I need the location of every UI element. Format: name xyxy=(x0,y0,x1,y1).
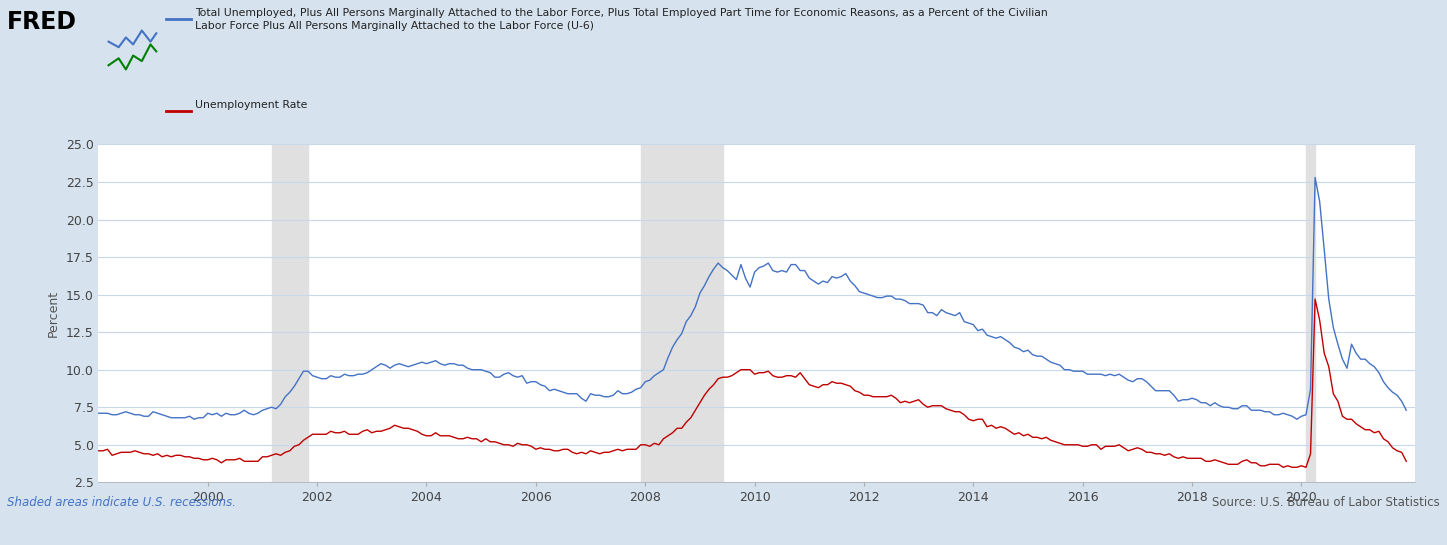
Text: Shaded areas indicate U.S. recessions.: Shaded areas indicate U.S. recessions. xyxy=(7,496,236,510)
Text: Unemployment Rate: Unemployment Rate xyxy=(195,100,308,110)
Text: Source: U.S. Bureau of Labor Statistics: Source: U.S. Bureau of Labor Statistics xyxy=(1213,496,1440,510)
Bar xyxy=(641,144,722,482)
Bar xyxy=(1307,144,1315,482)
Text: FRED: FRED xyxy=(7,10,77,34)
Bar xyxy=(272,144,308,482)
Y-axis label: Percent: Percent xyxy=(48,290,61,337)
Text: Total Unemployed, Plus All Persons Marginally Attached to the Labor Force, Plus : Total Unemployed, Plus All Persons Margi… xyxy=(195,8,1048,32)
